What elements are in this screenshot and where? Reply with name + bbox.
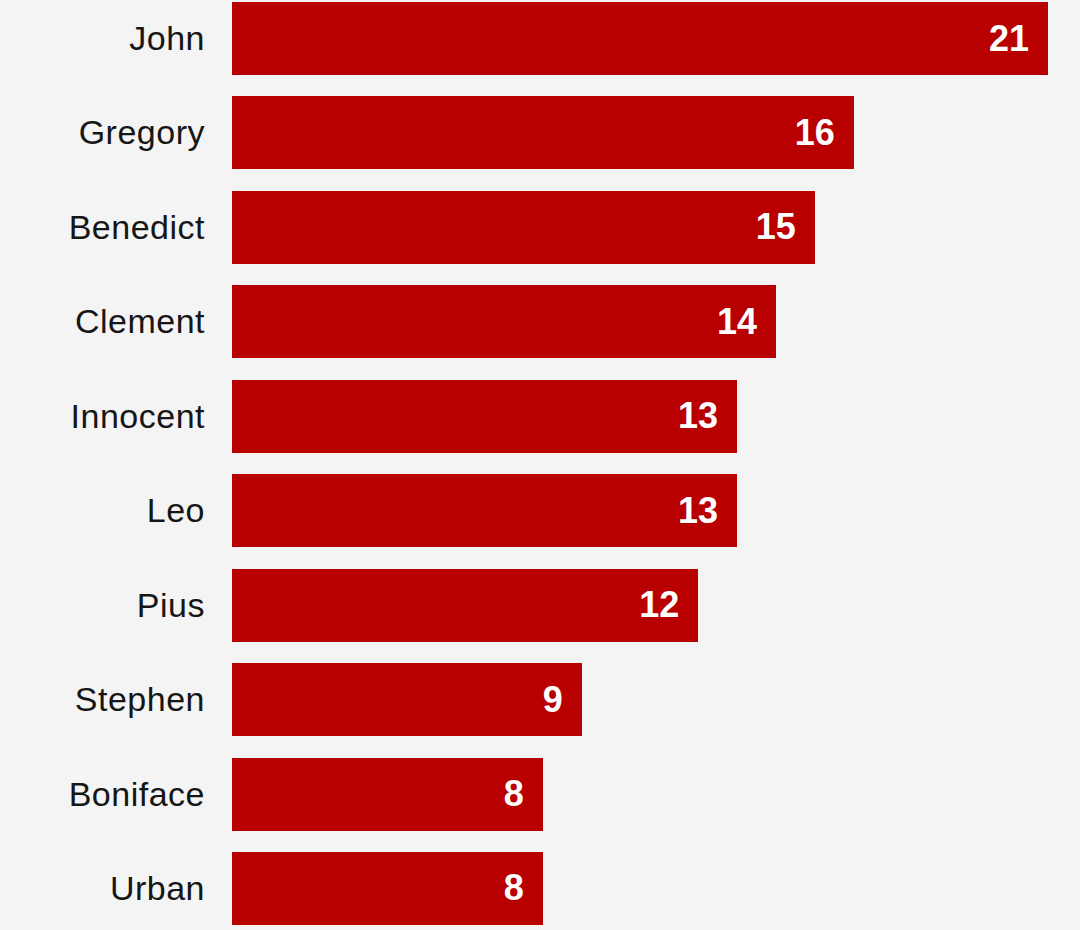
bar-row: Pius 12 [0, 569, 1080, 642]
bar-value-label: 12 [639, 584, 698, 626]
bar-row: Stephen 9 [0, 663, 1080, 736]
bar: 13 [232, 380, 737, 453]
bar-value-label: 13 [678, 395, 737, 437]
bar: 8 [232, 758, 543, 831]
bar-row: Clement 14 [0, 285, 1080, 358]
bar-row: John 21 [0, 2, 1080, 75]
bar: 9 [232, 663, 582, 736]
bar-value-label: 16 [795, 112, 854, 154]
bar: 12 [232, 569, 698, 642]
category-label: Pius [0, 569, 205, 642]
bar: 21 [232, 2, 1048, 75]
bar-value-label: 9 [543, 679, 582, 721]
category-label: Gregory [0, 96, 205, 169]
bar-value-label: 15 [756, 206, 815, 248]
bar-row: Urban 8 [0, 852, 1080, 925]
bar-value-label: 13 [678, 490, 737, 532]
bar: 8 [232, 852, 543, 925]
bar: 16 [232, 96, 854, 169]
category-label: Benedict [0, 191, 205, 264]
category-label: Boniface [0, 758, 205, 831]
bar-value-label: 8 [504, 867, 543, 909]
bar-value-label: 21 [989, 18, 1048, 60]
bar-row: Leo 13 [0, 474, 1080, 547]
bar-value-label: 14 [717, 301, 776, 343]
bar: 15 [232, 191, 815, 264]
bar-chart: John 21 Gregory 16 Benedict 15 Clement 14 Innoce… [0, 0, 1080, 930]
bar-row: Benedict 15 [0, 191, 1080, 264]
category-label: Leo [0, 474, 205, 547]
category-label: Clement [0, 285, 205, 358]
bar: 13 [232, 474, 737, 547]
category-label: Urban [0, 852, 205, 925]
bar: 14 [232, 285, 776, 358]
category-label: John [0, 2, 205, 75]
bar-row: Innocent 13 [0, 380, 1080, 453]
bar-row: Gregory 16 [0, 96, 1080, 169]
category-label: Innocent [0, 380, 205, 453]
bar-value-label: 8 [504, 773, 543, 815]
bar-row: Boniface 8 [0, 758, 1080, 831]
category-label: Stephen [0, 663, 205, 736]
